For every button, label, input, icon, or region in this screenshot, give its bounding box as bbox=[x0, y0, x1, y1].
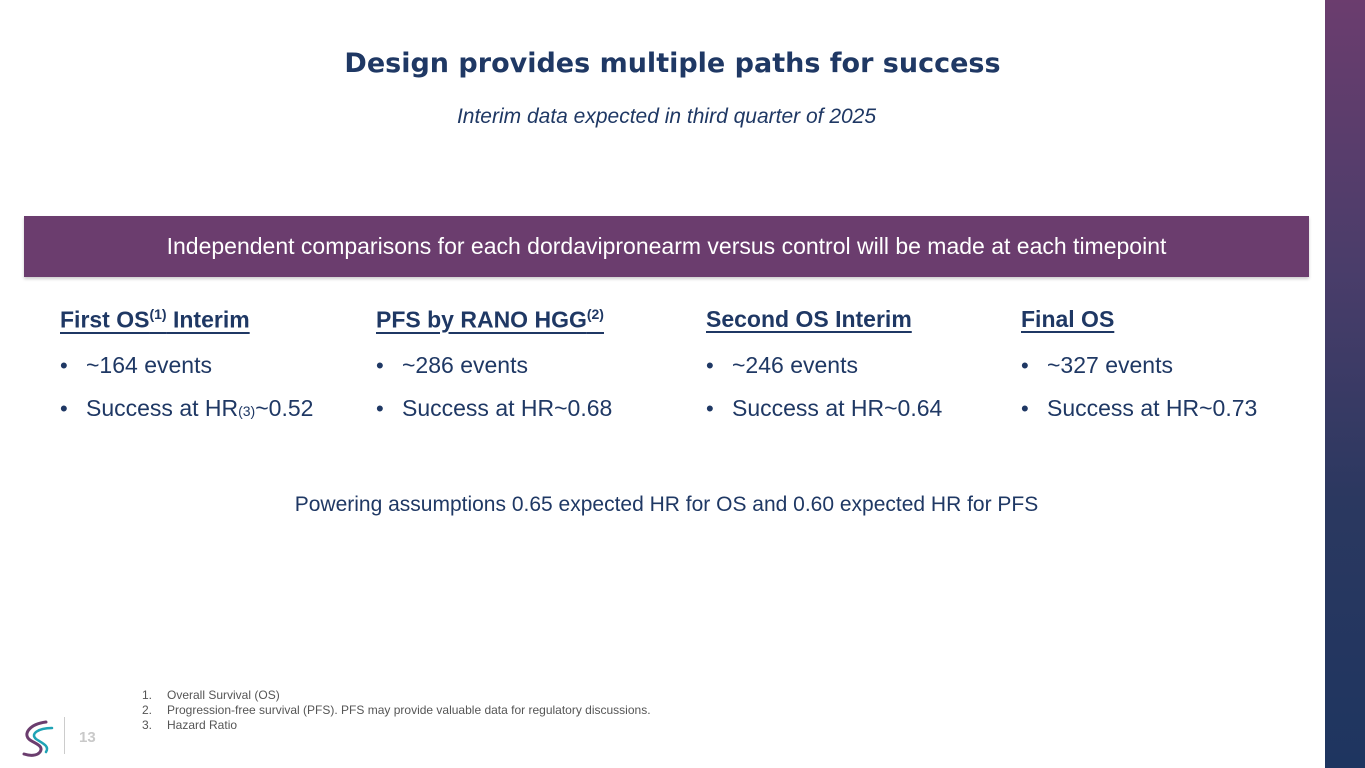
footnote-ref: (2) bbox=[586, 306, 604, 322]
column-heading: Second OS Interim bbox=[706, 306, 942, 336]
footnote-number: 1. bbox=[142, 688, 153, 702]
heading-text-suffix: Interim bbox=[166, 306, 250, 333]
bullet-success: • Success at HR (3) ~0.52 bbox=[60, 395, 313, 422]
footer-divider bbox=[64, 717, 65, 754]
column-second-os-interim: Second OS Interim • ~246 events • Success … bbox=[706, 306, 942, 422]
bullet-success: • Success at HR~0.73 bbox=[1021, 395, 1257, 422]
heading-text: PFS by RANO HGG bbox=[376, 306, 587, 333]
slide-subtitle: Interim data expected in third quarter o… bbox=[456, 105, 877, 128]
footnote-text: Overall Survival (OS) bbox=[167, 688, 280, 702]
footnote-text: Hazard Ratio bbox=[167, 718, 238, 732]
column-heading: Final OS bbox=[1021, 306, 1257, 336]
heading-text: Second OS Interim bbox=[706, 306, 912, 332]
bullet-dot-icon: • bbox=[60, 353, 68, 378]
bullet-success: • Success at HR~0.64 bbox=[706, 395, 942, 422]
banner-text: Independent comparisons for each dordavi… bbox=[166, 233, 1167, 259]
bullet-text: ~327 events bbox=[1047, 352, 1173, 378]
bullet-events: • ~164 events bbox=[60, 352, 313, 379]
footnote-text: Progression-free survival (PFS). PFS may… bbox=[167, 703, 651, 717]
bullet-success: • Success at HR~0.68 bbox=[376, 395, 612, 422]
column-first-os-interim: First OS(1) Interim • ~164 events • Succes… bbox=[60, 306, 313, 422]
bullet-events: • ~246 events bbox=[706, 352, 942, 379]
comparison-banner: Independent comparisons for each dordavi… bbox=[24, 216, 1309, 277]
heading-text: First OS bbox=[60, 306, 150, 333]
footnote-number: 2. bbox=[142, 703, 153, 717]
side-accent-bar bbox=[1325, 0, 1365, 768]
bullet-text: Success at HR~0.64 bbox=[732, 395, 943, 421]
column-final-os: Final OS • ~327 events • Success at HR~0.7… bbox=[1021, 306, 1257, 422]
bullet-text: ~286 events bbox=[402, 352, 528, 378]
bullet-dot-icon: • bbox=[376, 396, 384, 421]
bullet-dot-icon: • bbox=[376, 353, 384, 378]
heading-text: Final OS bbox=[1021, 306, 1115, 332]
column-pfs-rano: PFS by RANO HGG(2) • ~286 events • Success… bbox=[376, 306, 612, 422]
slide-title: Design provides multiple paths for succe… bbox=[344, 48, 1001, 79]
column-heading: First OS(1) Interim bbox=[60, 306, 313, 336]
company-logo-icon bbox=[22, 720, 54, 757]
powering-assumptions: Powering assumptions 0.65 expected HR fo… bbox=[294, 493, 1039, 516]
bullet-text: Success at HR~0.68 bbox=[402, 395, 613, 421]
bullet-dot-icon: • bbox=[1021, 396, 1029, 421]
column-heading: PFS by RANO HGG(2) bbox=[376, 306, 612, 336]
footnote-ref: (3) bbox=[238, 403, 256, 419]
bullet-text: ~164 events bbox=[86, 352, 212, 378]
page-number: 13 bbox=[79, 729, 96, 746]
bullet-dot-icon: • bbox=[706, 396, 714, 421]
footnote-item: 2. Progression-free survival (PFS). PFS m… bbox=[142, 703, 651, 718]
bullet-events: • ~286 events bbox=[376, 352, 612, 379]
bullet-dot-icon: • bbox=[60, 396, 68, 421]
bullet-dot-icon: • bbox=[1021, 353, 1029, 378]
footnote-item: 1. Overall Survival (OS) bbox=[142, 688, 651, 703]
footnotes: 1. Overall Survival (OS) 2. Progression-fr… bbox=[142, 688, 651, 733]
bullet-text: Success at HR~0.73 bbox=[1047, 395, 1258, 421]
bullet-dot-icon: • bbox=[706, 353, 714, 378]
bullet-text: ~246 events bbox=[732, 352, 858, 378]
bullet-events: • ~327 events bbox=[1021, 352, 1257, 379]
footnote-number: 3. bbox=[142, 718, 153, 732]
footnote-item: 3. Hazard Ratio bbox=[142, 718, 651, 733]
bullet-text-suffix: ~0.52 bbox=[255, 395, 314, 421]
bullet-text: Success at HR bbox=[86, 395, 239, 421]
footnote-ref: (1) bbox=[149, 306, 167, 322]
